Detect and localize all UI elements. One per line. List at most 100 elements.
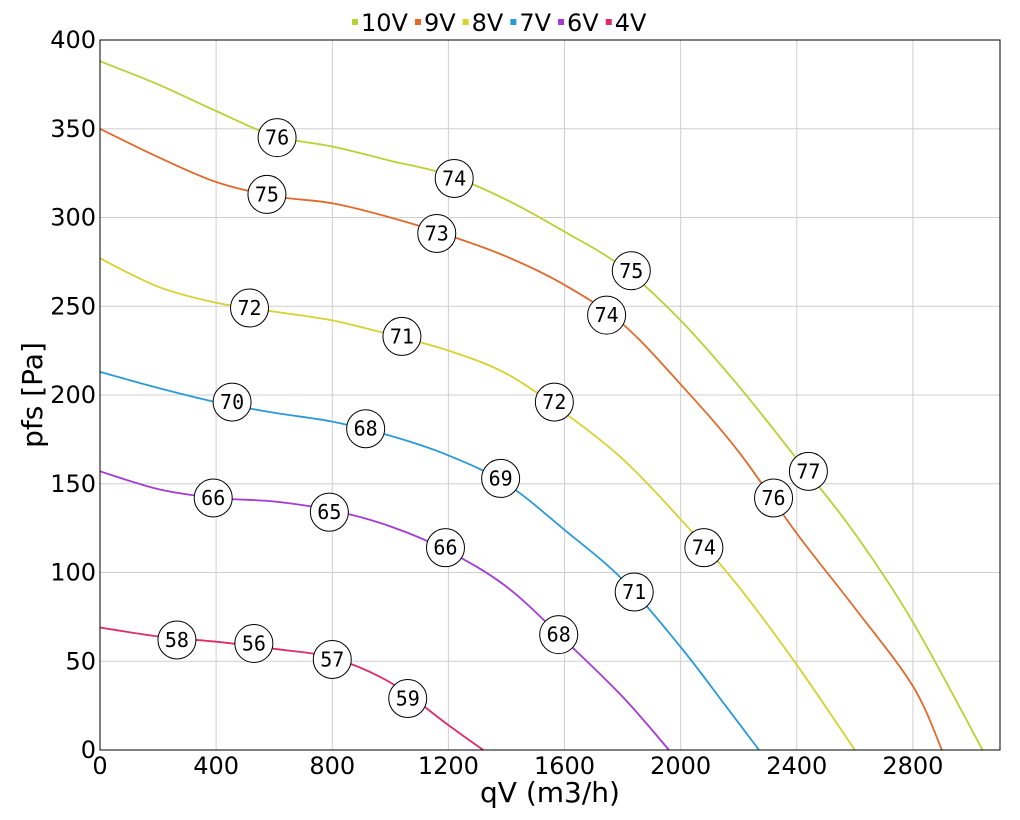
legend-item-9v: 9V bbox=[414, 9, 456, 37]
noise-label-9v: 73 bbox=[417, 213, 457, 253]
noise-label-circle bbox=[212, 382, 252, 422]
noise-label-text: 76 bbox=[265, 126, 289, 150]
legend-swatch bbox=[510, 19, 517, 25]
y-tick-label: 350 bbox=[50, 115, 96, 143]
series-line-8v bbox=[99, 257, 856, 751]
noise-label-text: 72 bbox=[542, 390, 566, 414]
legend: 10V 9V 8V 7V 6V 4V bbox=[352, 9, 647, 37]
noise-label-text: 71 bbox=[622, 580, 646, 604]
legend-label: 7V bbox=[519, 9, 551, 37]
noise-label-text: 75 bbox=[619, 259, 643, 283]
noise-label-circle bbox=[539, 615, 579, 655]
noise-label-10v: 76 bbox=[257, 118, 297, 158]
x-tick-labels: 0 400 800 1200 1600 2000 2400 2800 bbox=[92, 752, 943, 780]
noise-label-text: 66 bbox=[201, 486, 225, 510]
legend-item-10v: 10V bbox=[352, 9, 409, 37]
noise-label-circle bbox=[230, 288, 270, 328]
legend-swatch bbox=[352, 19, 358, 25]
noise-label-circle bbox=[312, 639, 352, 679]
noise-label-circle bbox=[257, 118, 297, 158]
noise-label-circle bbox=[388, 679, 428, 719]
y-tick-label: 50 bbox=[65, 647, 96, 675]
noise-label-8v: 72 bbox=[534, 382, 574, 422]
noise-label-circle bbox=[788, 451, 828, 491]
legend-label: 10V bbox=[361, 9, 409, 37]
x-tick-label: 2400 bbox=[766, 752, 827, 780]
noise-label-6v: 66 bbox=[193, 478, 233, 518]
noise-label-7v: 70 bbox=[212, 382, 252, 422]
legend-swatch bbox=[414, 19, 421, 25]
noise-label-text: 66 bbox=[433, 536, 457, 560]
noise-label-circle bbox=[611, 251, 651, 291]
noise-label-text: 69 bbox=[489, 466, 513, 490]
noise-label-6v: 65 bbox=[309, 492, 349, 532]
noise-label-7v: 68 bbox=[346, 409, 386, 449]
noise-labels: 7674757775737476727172747068697166656668… bbox=[157, 118, 828, 719]
noise-label-text: 71 bbox=[390, 324, 414, 348]
noise-label-circle bbox=[247, 174, 287, 214]
x-tick-label: 0 bbox=[92, 752, 107, 780]
noise-label-circle bbox=[382, 316, 422, 356]
series-line-9v bbox=[99, 127, 943, 751]
noise-label-text: 58 bbox=[165, 628, 189, 652]
series-line-7v bbox=[99, 371, 760, 751]
legend-label: 9V bbox=[424, 9, 456, 37]
legend-label: 4V bbox=[615, 9, 647, 37]
noise-label-text: 73 bbox=[425, 221, 449, 245]
noise-label-8v: 71 bbox=[382, 316, 422, 356]
x-tick-label: 2800 bbox=[882, 752, 943, 780]
noise-label-circle bbox=[481, 458, 521, 498]
noise-label-text: 56 bbox=[242, 632, 266, 656]
legend-swatch bbox=[462, 19, 469, 25]
noise-label-text: 68 bbox=[547, 623, 571, 647]
x-tick-label: 400 bbox=[193, 752, 239, 780]
noise-label-circle bbox=[614, 572, 654, 612]
noise-label-9v: 75 bbox=[247, 174, 287, 214]
noise-label-text: 57 bbox=[320, 647, 344, 671]
y-tick-label: 200 bbox=[50, 381, 96, 409]
noise-label-circle bbox=[587, 295, 627, 335]
y-tick-label: 100 bbox=[50, 559, 96, 587]
noise-label-text: 59 bbox=[396, 687, 420, 711]
noise-label-10v: 75 bbox=[611, 251, 651, 291]
y-axis-title: pfs [Pa] bbox=[16, 342, 49, 448]
noise-label-7v: 71 bbox=[614, 572, 654, 612]
noise-label-circle bbox=[434, 158, 474, 198]
noise-label-6v: 66 bbox=[425, 528, 465, 568]
legend-label: 6V bbox=[567, 9, 599, 37]
x-tick-label: 800 bbox=[309, 752, 355, 780]
noise-label-9v: 74 bbox=[587, 295, 627, 335]
noise-label-circle bbox=[309, 492, 349, 532]
legend-item-6v: 6V bbox=[558, 9, 599, 37]
noise-label-text: 77 bbox=[796, 459, 820, 483]
noise-label-10v: 77 bbox=[788, 451, 828, 491]
y-tick-label: 250 bbox=[50, 292, 96, 320]
legend-swatch bbox=[558, 19, 565, 25]
x-tick-label: 1600 bbox=[534, 752, 595, 780]
noise-label-circle bbox=[684, 528, 724, 568]
noise-label-text: 70 bbox=[220, 390, 244, 414]
y-tick-label: 300 bbox=[50, 204, 96, 232]
noise-label-text: 72 bbox=[237, 296, 261, 320]
noise-label-circle bbox=[417, 213, 457, 253]
noise-label-text: 74 bbox=[442, 166, 466, 190]
legend-label: 8V bbox=[472, 9, 504, 37]
plot-frame bbox=[99, 39, 1001, 751]
noise-label-circle bbox=[534, 382, 574, 422]
noise-label-text: 74 bbox=[692, 536, 716, 560]
noise-label-10v: 74 bbox=[434, 158, 474, 198]
legend-item-4v: 4V bbox=[605, 9, 647, 37]
noise-label-7v: 69 bbox=[481, 458, 521, 498]
noise-label-4v: 56 bbox=[234, 624, 274, 663]
noise-label-circle bbox=[346, 409, 386, 449]
noise-label-text: 75 bbox=[255, 182, 279, 206]
noise-label-8v: 74 bbox=[684, 528, 724, 568]
legend-item-8v: 8V bbox=[462, 9, 504, 37]
noise-label-4v: 57 bbox=[312, 639, 352, 679]
noise-label-circle bbox=[425, 528, 465, 568]
noise-label-4v: 58 bbox=[157, 620, 197, 660]
noise-label-text: 68 bbox=[354, 417, 378, 441]
legend-swatch bbox=[605, 19, 612, 25]
noise-label-circle bbox=[754, 478, 794, 518]
